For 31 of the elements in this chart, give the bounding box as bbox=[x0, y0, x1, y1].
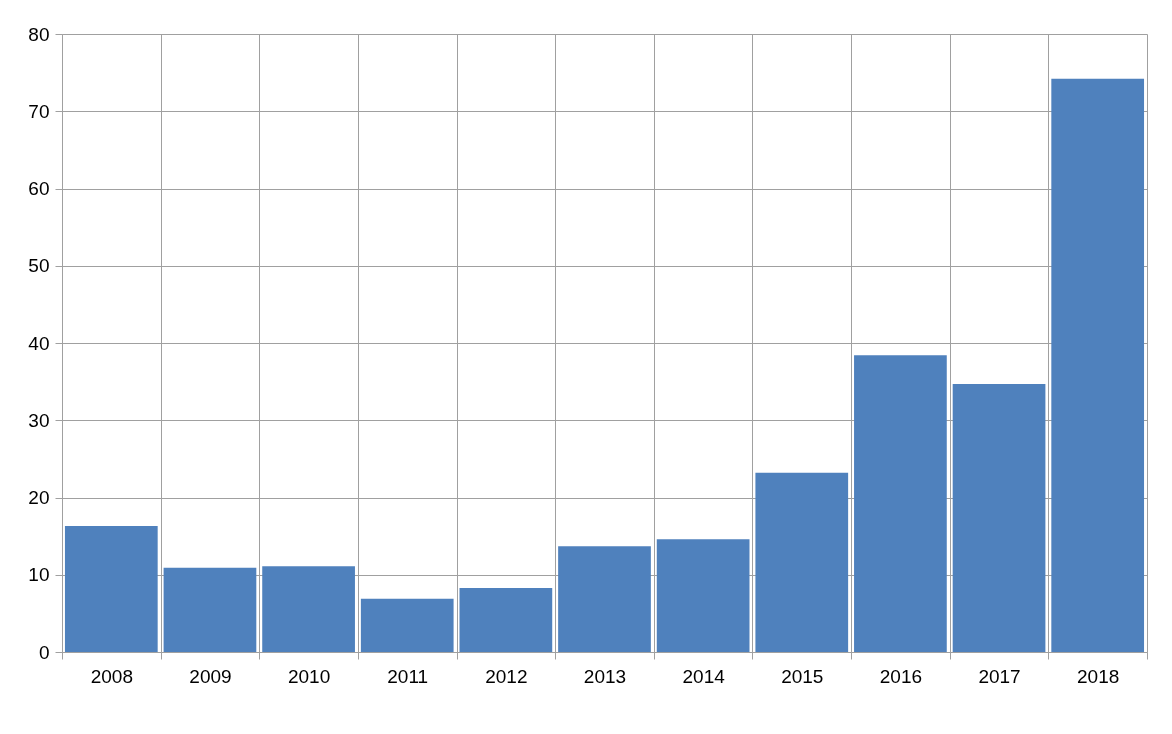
x-tick-label: 2008 bbox=[90, 665, 133, 687]
y-tick-label: 40 bbox=[28, 332, 50, 354]
bar bbox=[854, 355, 947, 652]
y-tick-label: 10 bbox=[28, 564, 50, 586]
bar bbox=[459, 587, 553, 652]
x-tick-label: 2017 bbox=[978, 665, 1021, 687]
y-tick-label: 30 bbox=[28, 409, 50, 431]
bar bbox=[360, 598, 454, 652]
y-tick-label: 0 bbox=[38, 641, 50, 663]
bar bbox=[952, 383, 1046, 652]
x-tick-label: 2014 bbox=[682, 665, 726, 687]
x-tick-label: 2018 bbox=[1077, 665, 1120, 687]
x-tick-label: 2013 bbox=[583, 665, 627, 687]
x-tick-label: 2012 bbox=[485, 665, 528, 687]
bar bbox=[656, 539, 750, 652]
y-tick-label: 20 bbox=[28, 487, 50, 508]
x-tick-label: 2010 bbox=[287, 665, 331, 687]
bar bbox=[1051, 78, 1145, 652]
y-tick-label: 50 bbox=[28, 255, 50, 277]
y-tick-label: 80 bbox=[28, 23, 50, 45]
bar bbox=[262, 566, 355, 652]
y-tick-label: 60 bbox=[28, 178, 50, 199]
bar bbox=[163, 567, 257, 652]
x-tick-label: 2011 bbox=[387, 665, 429, 687]
bar bbox=[755, 472, 849, 652]
x-tick-label: 2016 bbox=[879, 665, 923, 687]
x-tick-label: 2009 bbox=[189, 665, 232, 687]
x-tick-label: 2015 bbox=[781, 665, 824, 687]
bar bbox=[64, 526, 158, 652]
bar bbox=[558, 546, 651, 652]
y-tick-label: 70 bbox=[28, 100, 50, 122]
